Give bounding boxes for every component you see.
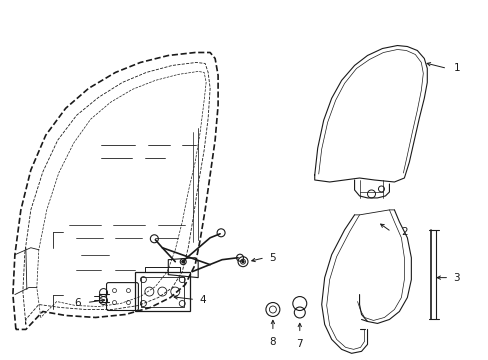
Bar — [141, 276, 184, 306]
Circle shape — [182, 261, 184, 263]
Text: 8: 8 — [269, 337, 276, 347]
Text: 4: 4 — [199, 294, 205, 305]
Text: 7: 7 — [296, 339, 303, 350]
Bar — [135, 272, 190, 311]
Circle shape — [242, 261, 244, 263]
Text: 2: 2 — [401, 227, 407, 237]
Text: 6: 6 — [74, 297, 81, 307]
Text: 3: 3 — [452, 273, 459, 283]
Text: 5: 5 — [268, 253, 275, 263]
Text: 1: 1 — [453, 63, 460, 73]
